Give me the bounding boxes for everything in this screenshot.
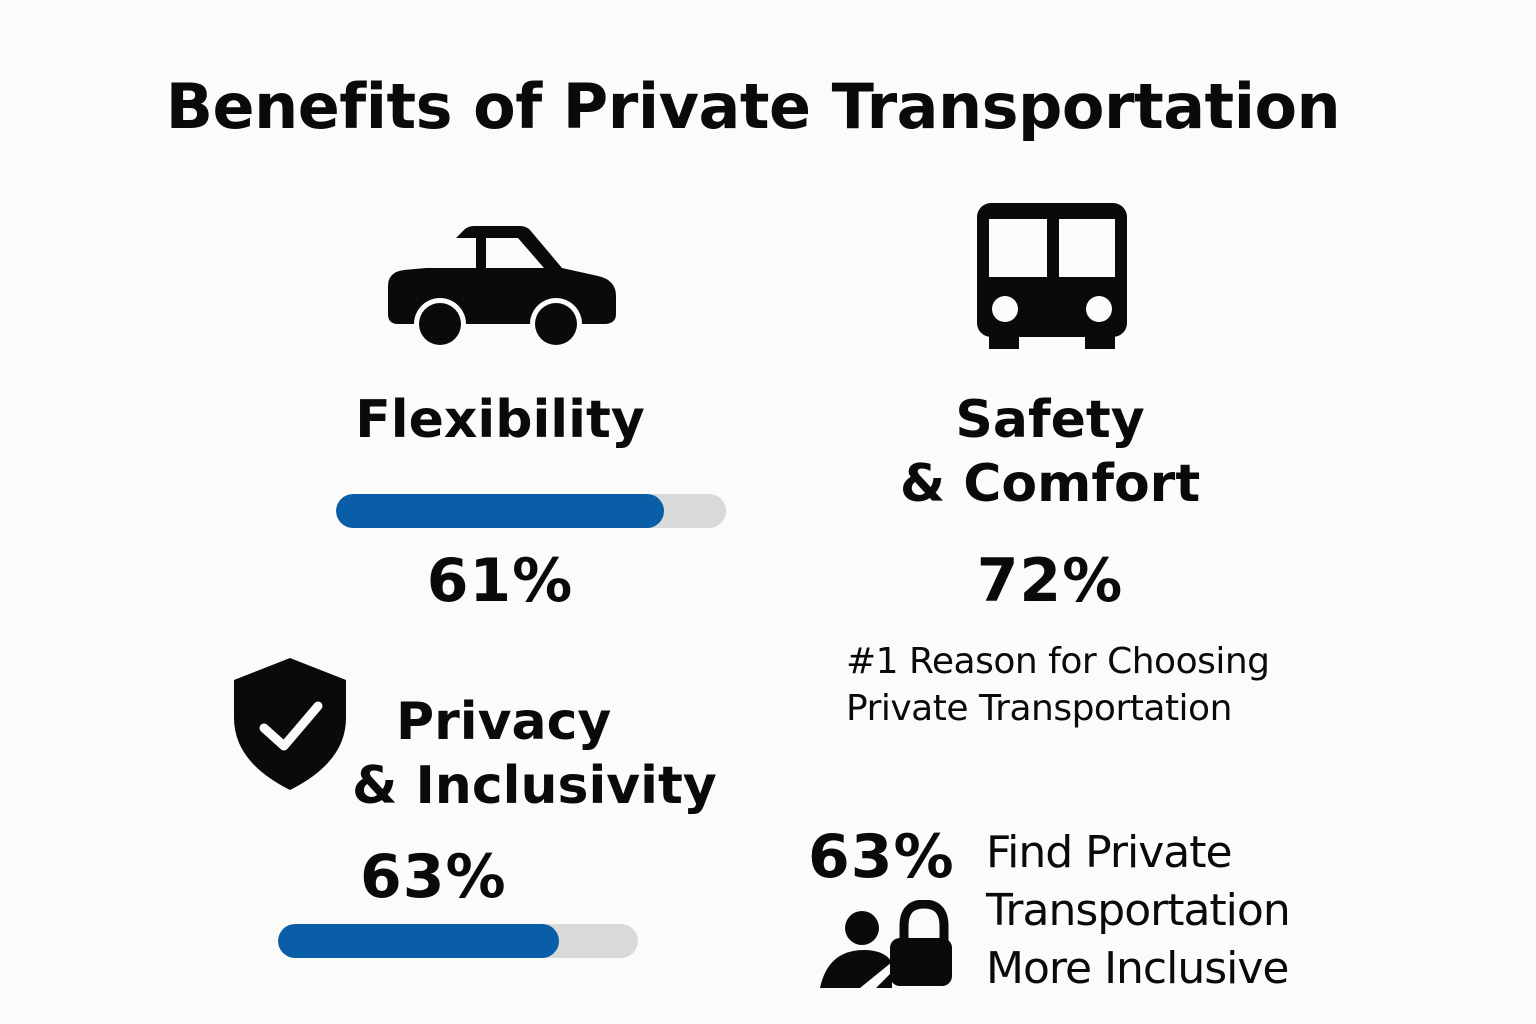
privacy-heading-line1: Privacy xyxy=(396,692,612,752)
safety-percent: 72% xyxy=(976,546,1124,616)
flexibility-progress-bar xyxy=(336,494,726,528)
safety-caption-line1: #1 Reason for Choosing xyxy=(846,641,1270,682)
flexibility-percent: 61% xyxy=(426,546,574,616)
inclusive-percent: 63% xyxy=(808,822,955,892)
inclusive-text-line2: Transportation xyxy=(986,885,1291,936)
privacy-progress-bar xyxy=(278,924,638,958)
inclusive-text-line3: More Inclusive xyxy=(986,943,1289,994)
page-title: Benefits of Private Transportation xyxy=(165,70,1341,143)
car-icon xyxy=(386,224,618,346)
bus-icon xyxy=(977,203,1127,349)
safety-heading-line2: & Comfort xyxy=(899,454,1201,514)
safety-heading-line1: Safety xyxy=(955,390,1145,450)
person-lock-icon xyxy=(820,900,954,990)
privacy-heading-line2: & Inclusivity xyxy=(352,756,717,816)
safety-caption-line2: Private Transportation xyxy=(846,688,1232,729)
inclusive-text-line1: Find Private xyxy=(986,827,1233,878)
flexibility-heading: Flexibility xyxy=(355,390,645,450)
shield-check-icon xyxy=(232,656,348,792)
flexibility-progress-fill xyxy=(336,494,664,528)
privacy-percent: 63% xyxy=(360,842,507,912)
privacy-progress-fill xyxy=(278,924,559,958)
